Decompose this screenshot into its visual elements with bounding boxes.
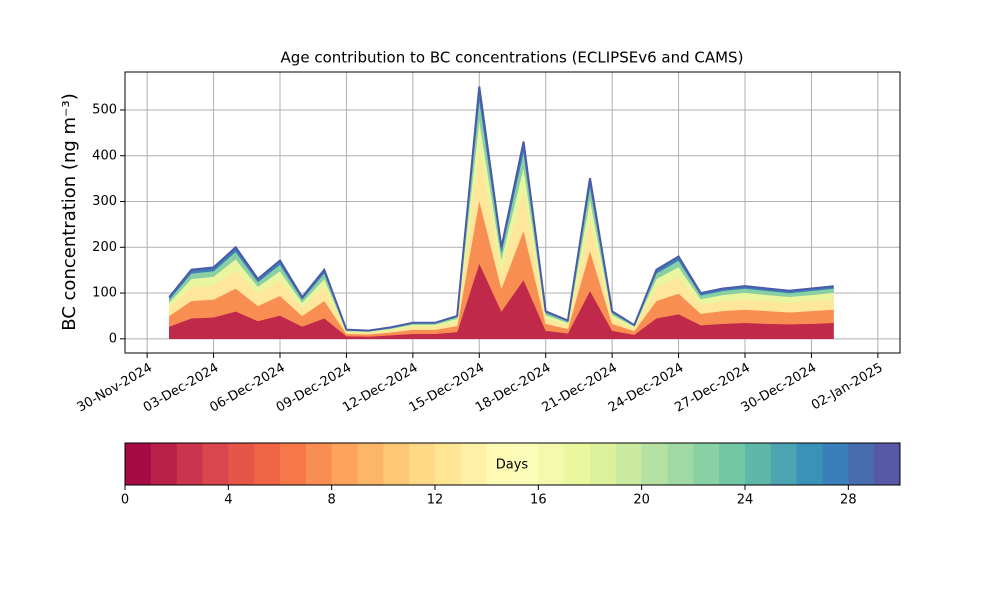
colorbar-cell xyxy=(409,443,436,485)
colorbar-tick-label: 12 xyxy=(427,493,444,508)
colorbar-label: Days xyxy=(496,458,529,473)
chart-title: Age contribution to BC concentrations (E… xyxy=(281,49,744,67)
y-tick-label: 200 xyxy=(92,240,117,255)
colorbar-cell xyxy=(538,443,565,485)
y-tick-label: 400 xyxy=(92,148,117,163)
y-axis-label: BC concentration (ng m⁻³) xyxy=(59,93,80,331)
y-tick-label: 100 xyxy=(92,286,117,301)
colorbar-cell xyxy=(512,443,539,485)
colorbar-cell xyxy=(331,443,358,485)
colorbar-frame xyxy=(124,442,901,486)
colorbar-cell xyxy=(590,443,617,485)
colorbar-tick-label: 0 xyxy=(121,493,129,508)
colorbar-cell xyxy=(280,443,307,485)
y-tick-label: 500 xyxy=(92,102,117,117)
colorbar-cell xyxy=(796,443,823,485)
y-tick-label: 300 xyxy=(92,194,117,209)
colorbar-cell xyxy=(176,443,203,485)
colorbar-tick-label: 24 xyxy=(737,493,754,508)
colorbar-tick-label: 4 xyxy=(224,493,232,508)
colorbar-cell xyxy=(693,443,720,485)
colorbar-cell xyxy=(125,443,152,485)
colorbar-cell xyxy=(150,443,178,485)
plot-frame xyxy=(124,71,901,354)
colorbar-cell xyxy=(383,443,410,485)
colorbar-cell xyxy=(460,443,488,485)
colorbar-tick-label: 16 xyxy=(530,493,547,508)
colorbar-cell xyxy=(615,443,643,485)
colorbar-cell xyxy=(564,443,591,485)
colorbar-cell xyxy=(874,443,901,485)
colorbar-cell xyxy=(254,443,281,485)
colorbar-cell xyxy=(822,443,849,485)
colorbar-cell xyxy=(435,443,462,485)
colorbar-cell xyxy=(848,443,875,485)
x-tick-label: 02-Jan-2025 xyxy=(809,361,886,414)
colorbar-cell xyxy=(357,443,384,485)
colorbar-tick-label: 20 xyxy=(633,493,650,508)
colorbar-cell xyxy=(305,443,333,485)
x-tick-label: 30-Dec-2024 xyxy=(739,361,819,416)
colorbar-cell xyxy=(770,443,798,485)
colorbar-cell xyxy=(745,443,772,485)
colorbar-tick-label: 8 xyxy=(328,493,336,508)
colorbar-cell xyxy=(641,443,668,485)
colorbar-cell xyxy=(719,443,746,485)
colorbar-cell xyxy=(667,443,694,485)
colorbar-cell xyxy=(202,443,229,485)
top-edge xyxy=(168,86,834,332)
colorbar-cell xyxy=(486,443,513,485)
y-tick-label: 0 xyxy=(109,331,117,346)
colorbar-tick-label: 28 xyxy=(840,493,857,508)
colorbar-cell xyxy=(228,443,255,485)
